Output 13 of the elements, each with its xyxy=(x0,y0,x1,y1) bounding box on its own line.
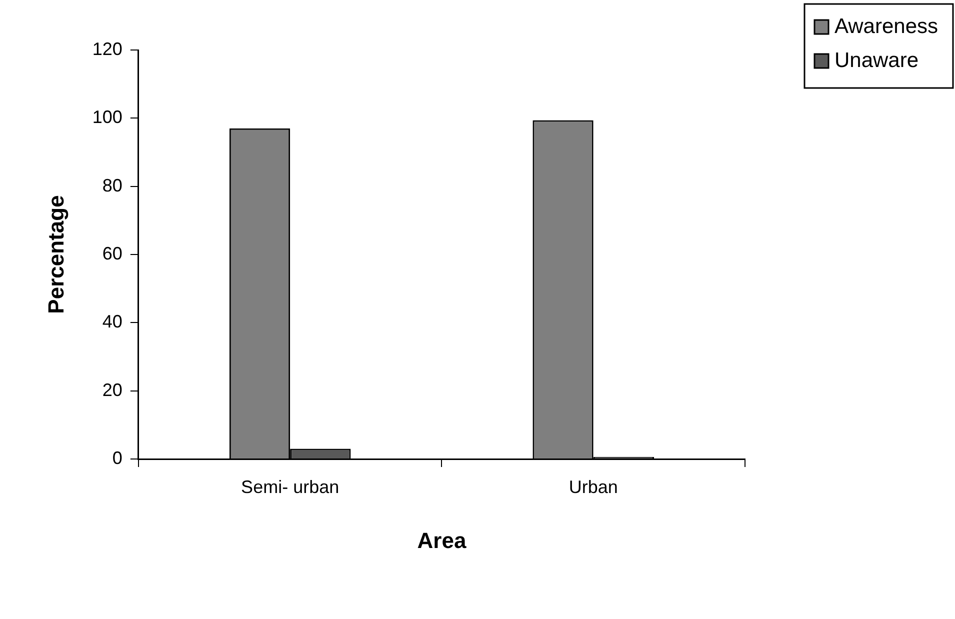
x-tick-label: Semi- urban xyxy=(241,476,340,497)
y-tick-label: 80 xyxy=(102,175,122,196)
y-tick-label: 40 xyxy=(102,312,122,332)
legend-label: Awareness xyxy=(834,14,938,38)
y-tick-label: 0 xyxy=(112,448,122,468)
y-axis-title: Percentage xyxy=(43,195,68,314)
x-axis-title: Area xyxy=(417,528,467,553)
y-tick-label: 60 xyxy=(102,243,122,264)
x-tick-label: Urban xyxy=(568,476,618,497)
legend-label: Unaware xyxy=(834,48,919,72)
y-tick-label: 100 xyxy=(92,107,122,128)
y-tick-label: 120 xyxy=(92,38,122,59)
y-tick-label: 20 xyxy=(102,380,122,400)
